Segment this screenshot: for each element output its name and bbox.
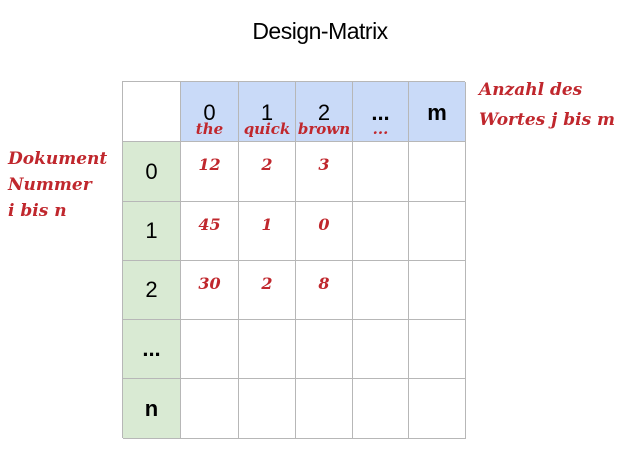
matrix-cell xyxy=(239,320,296,379)
rows-annotation-line: i bis n xyxy=(8,201,67,221)
matrix-cell xyxy=(409,142,466,202)
diagram-title: Design-Matrix xyxy=(252,18,388,44)
columns-annotation-line: Wortes j bis m xyxy=(479,110,616,130)
corner-cell xyxy=(123,82,181,142)
column-index: ... xyxy=(371,100,390,125)
columns-annotation-line: Anzahl des xyxy=(479,80,583,100)
cell-value: 8 xyxy=(318,273,330,293)
matrix-cell xyxy=(409,261,466,320)
matrix-cell: 30 xyxy=(181,261,239,320)
matrix-cell: 0 xyxy=(296,202,353,261)
matrix-cell xyxy=(239,379,296,439)
matrix-cell xyxy=(181,320,239,379)
column-header: 0 the xyxy=(181,82,239,142)
matrix-cell xyxy=(409,320,466,379)
column-word: brown xyxy=(297,120,351,138)
rows-annotation-line: Dokument xyxy=(8,149,108,169)
matrix-cell: 12 xyxy=(181,142,239,202)
matrix-cell xyxy=(409,379,466,439)
cell-value: 1 xyxy=(261,214,273,234)
cell-value: 2 xyxy=(261,155,273,174)
matrix-cell xyxy=(296,379,353,439)
matrix-cell xyxy=(181,379,239,439)
column-index: 2 xyxy=(317,100,331,125)
column-word: the xyxy=(195,120,224,138)
columns-annotation: Anzahl des Wortes j bis m xyxy=(479,75,615,135)
matrix-cell: 8 xyxy=(296,261,353,320)
cell-value: 3 xyxy=(318,155,330,174)
column-index: 1 xyxy=(260,100,274,125)
matrix-cell: 2 xyxy=(239,261,296,320)
matrix-cell: 2 xyxy=(239,142,296,202)
matrix-cell xyxy=(353,379,409,439)
cell-value: 12 xyxy=(198,155,221,174)
matrix-cell xyxy=(353,202,409,261)
matrix-cell: 3 xyxy=(296,142,353,202)
row-header: n xyxy=(123,379,181,439)
matrix-cell xyxy=(409,202,466,261)
matrix-cell: 45 xyxy=(181,202,239,261)
column-header: 1 quick xyxy=(239,82,296,142)
matrix-cell xyxy=(353,320,409,379)
cell-value: 45 xyxy=(198,214,221,234)
design-matrix: 0 the 1 quick 2 brown ... ... m 0 12 2 3… xyxy=(122,81,466,439)
column-index: 0 xyxy=(203,100,216,125)
column-header: ... ... xyxy=(353,82,409,142)
row-header: ... xyxy=(123,320,181,379)
column-header: 2 brown xyxy=(296,82,353,142)
column-header: m xyxy=(409,82,466,142)
matrix-cell: 1 xyxy=(239,202,296,261)
cell-value: 2 xyxy=(261,273,273,293)
matrix-cell xyxy=(353,261,409,320)
matrix-cell xyxy=(353,142,409,202)
cell-value: 0 xyxy=(318,214,330,234)
matrix-cell xyxy=(296,320,353,379)
rows-annotation: Dokument Nummer i bis n xyxy=(8,146,107,224)
cell-value: 30 xyxy=(198,273,221,293)
rows-annotation-line: Nummer xyxy=(8,175,92,195)
column-word: quick xyxy=(243,120,291,138)
row-header: 0 xyxy=(123,142,181,202)
row-header: 1 xyxy=(123,202,181,261)
column-index: m xyxy=(427,100,447,125)
column-word: ... xyxy=(372,120,389,138)
row-header: 2 xyxy=(123,261,181,320)
